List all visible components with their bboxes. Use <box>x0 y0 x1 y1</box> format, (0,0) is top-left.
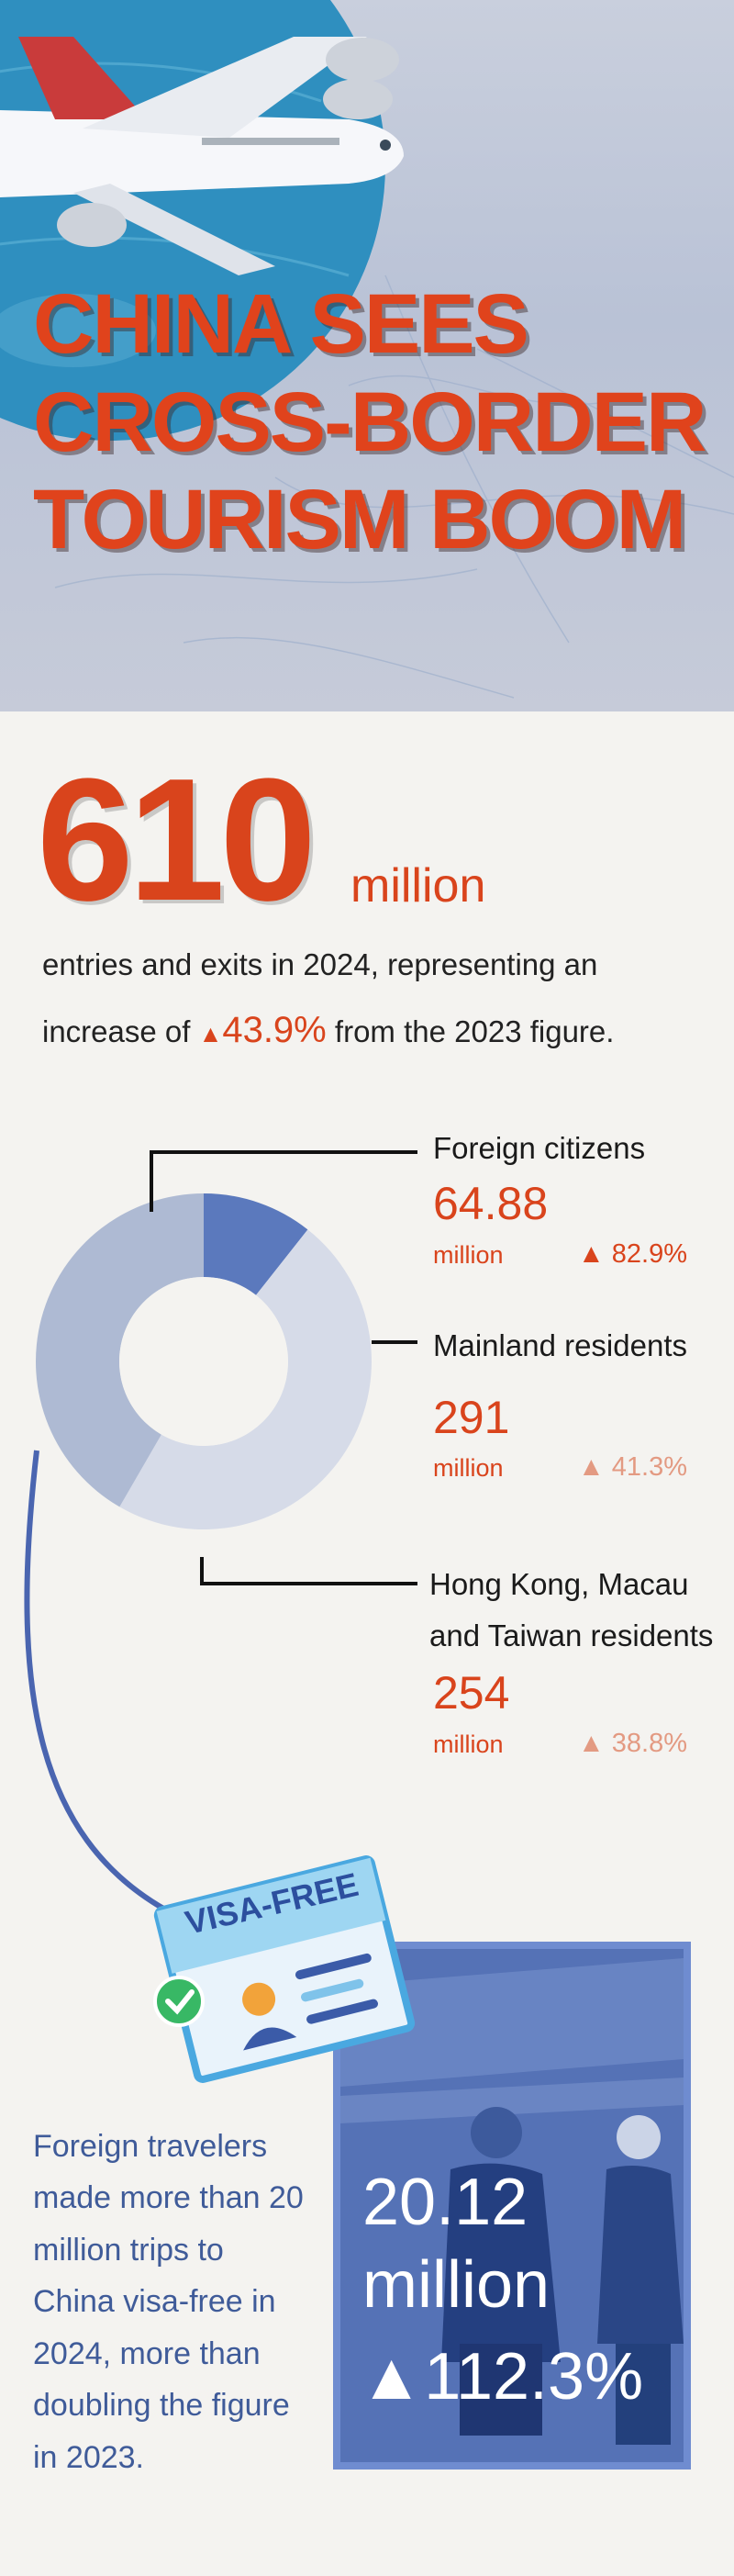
donut-hole <box>119 1277 288 1446</box>
total-description: entries and exits in 2024, representing … <box>42 947 598 981</box>
connector-curve <box>24 1450 167 1912</box>
value-hkmt-residents: 254 <box>433 1667 510 1719</box>
check-icon <box>153 1976 205 2027</box>
visa-card-icon <box>153 1855 416 2083</box>
desc-prefix: increase of <box>42 1014 199 1048</box>
slice-foreign-citizens <box>204 1193 308 1295</box>
visa-free-value: 20.12 <box>362 2166 528 2239</box>
up-triangle-icon: ▲ <box>198 1020 223 1047</box>
breakdown-donut-chart <box>24 1150 417 1912</box>
change-mainland-residents: ▲ 41.3% <box>578 1452 687 1482</box>
value-foreign-citizens: 64.88 <box>433 1178 549 1229</box>
total-change-description: increase of ▲43.9% from the 2023 figure. <box>42 1010 614 1051</box>
slice-mainland-residents <box>119 1229 373 1530</box>
visa-free-photo-card: 20.12 million ▲112.3% <box>333 1942 691 2470</box>
title-line: CHINA SEES <box>33 277 529 371</box>
desc-suffix: from the 2023 figure. <box>326 1014 615 1048</box>
hero-banner: CHINA SEES CROSS-BORDER TOURISM BOOM <box>0 0 734 711</box>
leader-line-foreign <box>150 1150 417 1212</box>
total-value: 610 <box>37 743 317 937</box>
unit-foreign-citizens: million <box>433 1241 504 1269</box>
airplane-icon <box>0 37 404 275</box>
leader-line-hkmt <box>200 1557 417 1585</box>
value-mainland-residents: 291 <box>433 1392 510 1443</box>
unit-hkmt-residents: million <box>433 1730 504 1758</box>
page-title: CHINA SEES CROSS-BORDER TOURISM BOOM <box>33 275 712 569</box>
label-hkmt-residents-line1: Hong Kong, Macau <box>429 1567 689 1601</box>
change-hkmt-residents: ▲ 38.8% <box>578 1729 687 1758</box>
change-foreign-citizens: ▲ 82.9% <box>578 1239 687 1269</box>
label-foreign-citizens: Foreign citizens <box>433 1131 646 1165</box>
visa-free-description: Foreign travelers made more than 20 mill… <box>33 2129 304 2475</box>
hero-illustration <box>0 0 734 699</box>
title-line: CROSS-BORDER <box>33 375 706 469</box>
slice-hkmt-residents <box>36 1193 204 1507</box>
unit-mainland-residents: million <box>433 1454 504 1482</box>
total-change: 43.9% <box>222 1010 327 1050</box>
visa-free-unit: million <box>362 2248 550 2322</box>
label-hkmt-residents-line2: and Taiwan residents <box>429 1618 714 1652</box>
visa-free-change: ▲112.3% <box>359 2340 644 2414</box>
label-mainland-residents: Mainland residents <box>433 1328 687 1362</box>
title-line: TOURISM BOOM <box>33 473 686 567</box>
total-unit: million <box>350 859 486 913</box>
